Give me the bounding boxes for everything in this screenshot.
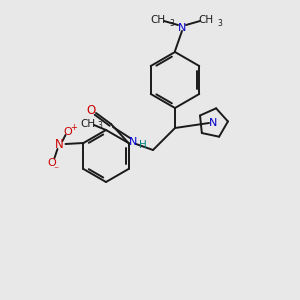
Text: N: N [55,139,64,152]
Text: CH: CH [80,119,96,129]
Text: N: N [129,137,137,147]
Text: O: O [47,158,56,168]
Text: 3: 3 [97,122,102,130]
Text: ⁻: ⁻ [53,165,58,175]
Text: H: H [139,140,147,150]
Text: +: + [70,122,77,131]
Text: 3: 3 [169,19,174,28]
Text: O: O [86,103,96,116]
Text: CH: CH [198,15,214,25]
Text: CH: CH [150,15,166,25]
Text: N: N [178,23,186,33]
Text: N: N [209,118,217,128]
Text: O: O [63,127,72,137]
Text: 3: 3 [217,19,222,28]
